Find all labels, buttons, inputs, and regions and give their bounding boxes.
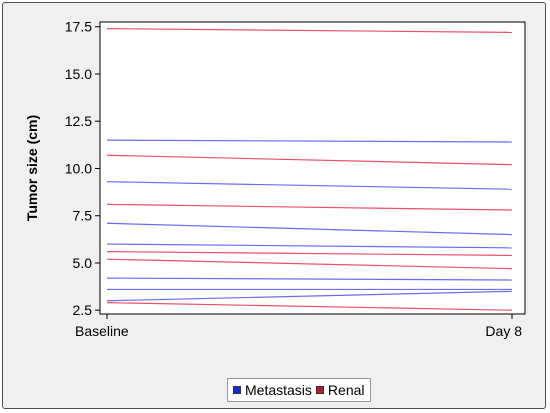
series-line-metastasis-9	[106, 277, 513, 281]
series-line-metastasis-5	[106, 222, 513, 236]
y-tick-label: 5.0	[73, 255, 93, 271]
series-line-renal-0	[106, 28, 513, 33]
y-tick-label: 10.0	[65, 160, 92, 176]
series-line-metastasis-1	[106, 139, 513, 143]
plot-area	[99, 21, 526, 315]
x-tick-label: Day 8	[485, 323, 522, 339]
chart-figure: 2.5 5.0 7.5 10.0 12.5 15.0 17.5 Baseline Day 8 …	[2, 2, 546, 409]
y-axis-title: Tumor size (cm)	[24, 115, 40, 221]
y-tick-label: 17.5	[65, 19, 92, 35]
legend-label-metastasis: Metastasis	[245, 382, 312, 398]
series-line-metastasis-6	[106, 243, 513, 249]
x-axis: Baseline Day 8	[75, 314, 522, 339]
y-tick-label: 15.0	[65, 66, 92, 82]
series-line-renal-4	[106, 203, 513, 211]
y-tick-label: 12.5	[65, 113, 92, 129]
y-tick-label: 2.5	[73, 302, 93, 318]
y-tick-label: 7.5	[73, 208, 93, 224]
series-lines	[106, 28, 513, 311]
series-line-metastasis-3	[106, 181, 513, 190]
series-line-renal-8	[106, 258, 513, 270]
legend: Metastasis Renal	[227, 378, 371, 402]
legend-item-renal: Renal	[315, 382, 365, 398]
line-chart: 2.55.07.510.012.515.017.5 Baseline Day 8 …	[24, 19, 526, 339]
legend-swatch-metastasis	[233, 386, 241, 394]
series-line-renal-7	[106, 251, 513, 257]
series-line-renal-12	[106, 302, 513, 311]
x-tick-label: Baseline	[75, 323, 129, 339]
y-axis: 2.5 5.0 7.5 10.0 12.5 15.0 17.5	[65, 19, 100, 318]
legend-label-renal: Renal	[327, 382, 365, 398]
legend-swatch-renal	[315, 386, 324, 394]
legend-item-metastasis: Metastasis	[233, 382, 312, 398]
series-line-metastasis-11	[106, 290, 513, 302]
series-line-renal-2	[106, 154, 513, 166]
